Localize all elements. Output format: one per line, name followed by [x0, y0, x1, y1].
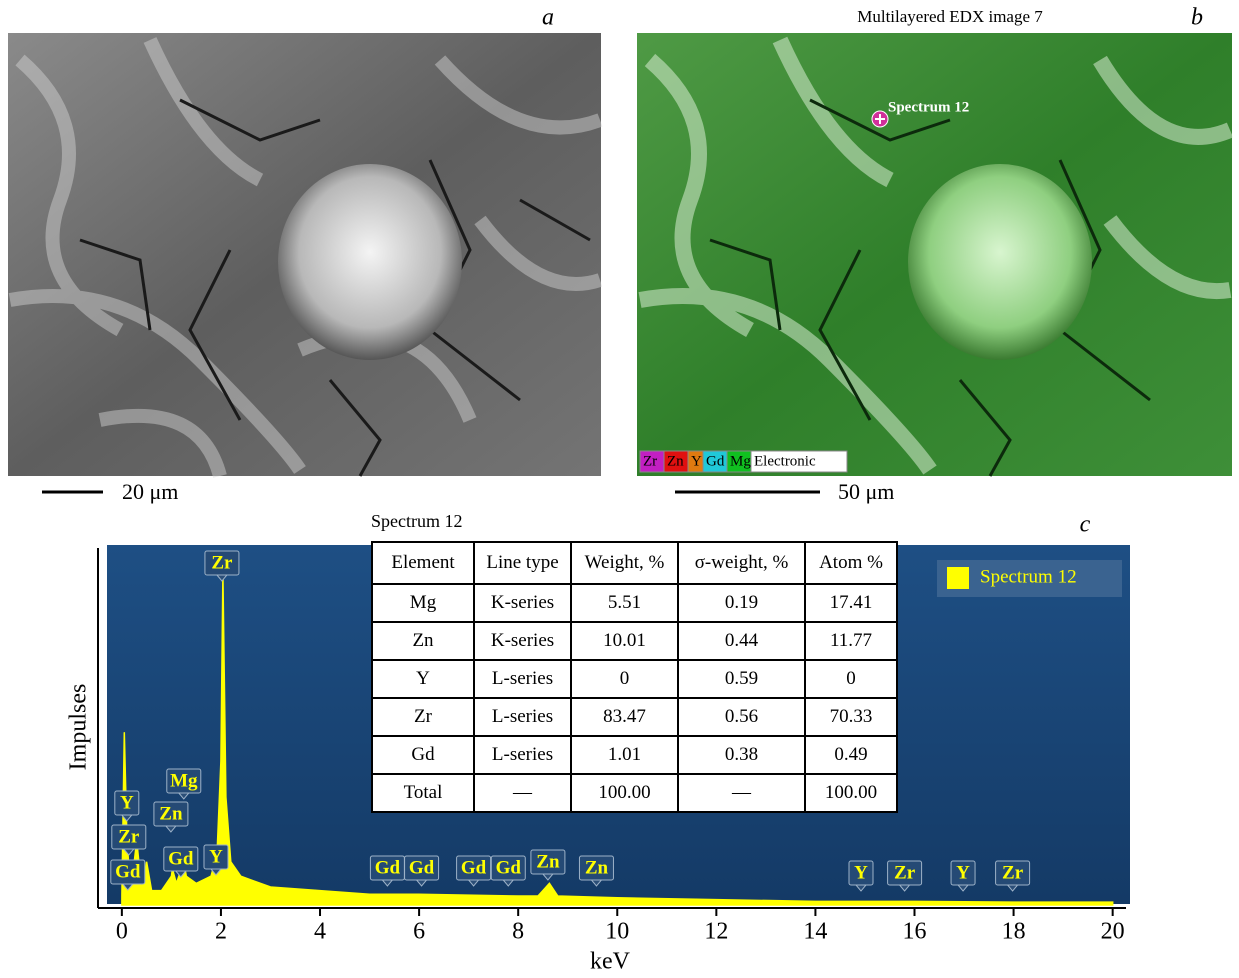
legend-label: Gd — [706, 453, 725, 469]
legend-label: Zn — [667, 453, 684, 469]
table-cell: 70.33 — [805, 698, 897, 736]
table-row: Total—100.00—100.00 — [372, 774, 897, 812]
table-cell: 0.19 — [678, 584, 805, 622]
x-tick-label: 14 — [803, 919, 827, 945]
table-cell: 11.77 — [805, 622, 897, 660]
legend-label: Mg — [730, 453, 751, 469]
peak-label: Zn — [585, 857, 609, 878]
table-cell: K-series — [474, 622, 571, 660]
peak-label: Gd — [375, 857, 401, 878]
table-cell: Weight, % — [571, 542, 678, 584]
table-cell: L-series — [474, 660, 571, 698]
table-cell: L-series — [474, 736, 571, 774]
peak-label: Gd — [115, 861, 141, 882]
peak-label: Zr — [211, 552, 233, 573]
table-cell: Atom % — [805, 542, 897, 584]
table-cell: σ-weight, % — [678, 542, 805, 584]
scale-label: 50 μm — [838, 479, 894, 504]
x-tick-label: 2 — [215, 919, 227, 945]
table-cell: 1.01 — [571, 736, 678, 774]
table-cell: 0.38 — [678, 736, 805, 774]
x-tick-label: 0 — [116, 919, 128, 945]
table-cell: Total — [372, 774, 474, 812]
image-title: Multilayered EDX image 7 — [857, 7, 1043, 26]
x-tick-label: 10 — [605, 919, 629, 945]
legend-label: Y — [691, 453, 702, 469]
legend-label: Electronic — [754, 453, 816, 469]
peak-label: Zr — [894, 862, 916, 883]
table-cell: 5.51 — [571, 584, 678, 622]
table-cell: Zr — [372, 698, 474, 736]
table-cell: K-series — [474, 584, 571, 622]
peak-label: Mg — [170, 770, 198, 791]
x-tick-label: 8 — [512, 919, 524, 945]
peak-label: Y — [956, 862, 970, 883]
peak-label: Gd — [409, 857, 435, 878]
x-tick-label: 4 — [314, 919, 326, 945]
peak-label: Y — [120, 792, 134, 813]
legend-label: Zr — [643, 453, 657, 469]
figure-canvas: a 20 μm Multilayered EDX image 7 b Spect… — [0, 0, 1239, 978]
peak-label: Zn — [536, 851, 560, 872]
peak-label: Gd — [168, 848, 194, 869]
table-cell: 17.41 — [805, 584, 897, 622]
table-cell: — — [678, 774, 805, 812]
table-cell: 0 — [805, 660, 897, 698]
panel-label: c — [1080, 512, 1091, 538]
y-axis-label: Impulses — [66, 684, 92, 771]
table-cell: 0.49 — [805, 736, 897, 774]
table-cell: Line type — [474, 542, 571, 584]
table-cell: 100.00 — [805, 774, 897, 812]
panel-label: b — [1191, 5, 1203, 31]
legend-swatch — [947, 567, 969, 589]
table-cell: 0.59 — [678, 660, 805, 698]
peak-label: Zr — [118, 826, 140, 847]
panel-label: a — [542, 5, 554, 31]
table-cell: Element — [372, 542, 474, 584]
x-tick-label: 20 — [1101, 919, 1125, 945]
table-cell: Mg — [372, 584, 474, 622]
scale-label: 20 μm — [122, 479, 178, 504]
legend-label: Spectrum 12 — [980, 566, 1077, 587]
x-tick-label: 12 — [704, 919, 728, 945]
peak-label: Zr — [1002, 862, 1024, 883]
table-cell: Zn — [372, 622, 474, 660]
spectrum-marker: Spectrum 12 — [888, 99, 969, 115]
table-cell: 0.56 — [678, 698, 805, 736]
peak-label: Y — [854, 862, 868, 883]
table-cell: — — [474, 774, 571, 812]
table-cell: 0 — [571, 660, 678, 698]
x-tick-label: 6 — [413, 919, 425, 945]
x-tick-label: 16 — [903, 919, 927, 945]
peak-label: Zn — [159, 803, 183, 824]
table-cell: 10.01 — [571, 622, 678, 660]
table-cell: L-series — [474, 698, 571, 736]
sem-image — [8, 33, 601, 476]
table-cell: Gd — [372, 736, 474, 774]
table-cell: 100.00 — [571, 774, 678, 812]
table-cell: 83.47 — [571, 698, 678, 736]
x-axis-label: keV — [590, 949, 631, 975]
figure: a 20 μm Multilayered EDX image 7 b Spect… — [0, 0, 1239, 978]
table-cell: Y — [372, 660, 474, 698]
table-cell: 0.44 — [678, 622, 805, 660]
peak-label: Gd — [461, 857, 487, 878]
x-tick-label: 18 — [1002, 919, 1026, 945]
peak-label: Gd — [496, 857, 522, 878]
peak-label: Y — [209, 846, 223, 867]
table-caption: Spectrum 12 — [371, 511, 463, 532]
